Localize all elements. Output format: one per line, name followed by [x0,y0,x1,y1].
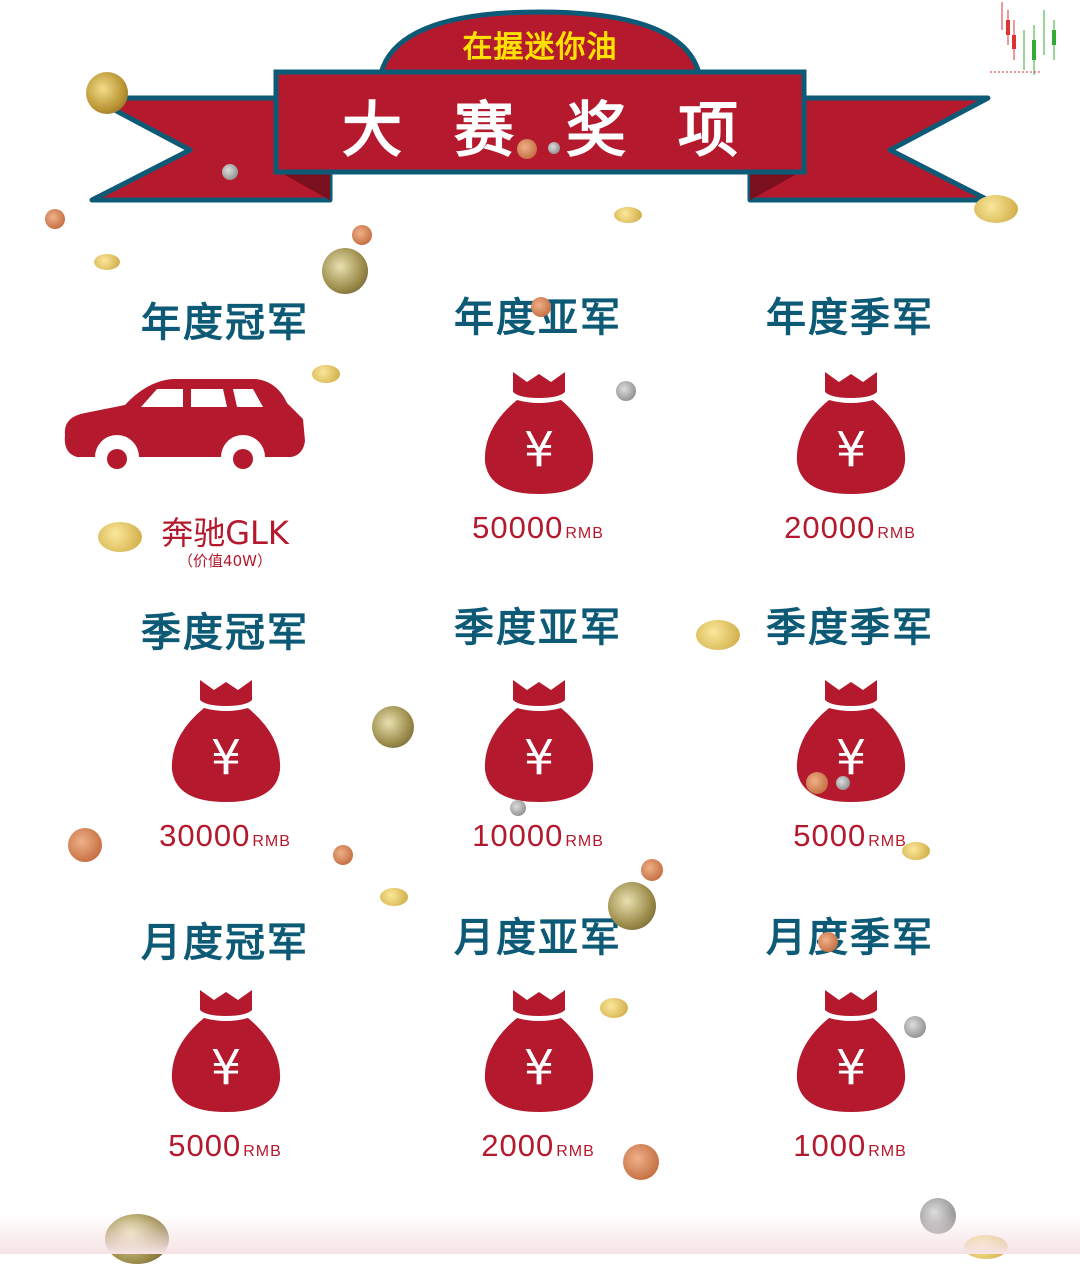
prize-title: 季度冠军 [141,610,309,656]
amount-value: 5000 [168,1128,242,1163]
coin-decoration [696,620,740,650]
coin-decoration [94,254,120,270]
amount-value: 20000 [784,510,876,545]
coin-decoration [600,998,628,1018]
prize-amount: 20000 RMB [700,510,1000,546]
svg-text:¥: ¥ [524,1040,555,1096]
money-bag-icon: ¥ [484,680,594,802]
amount-unit: RMB [877,525,916,542]
coin-decoration [548,142,560,154]
coin-decoration [352,225,372,245]
prize-title: 年度季军 [766,295,934,341]
amount-value: 10000 [472,818,564,853]
coin-decoration [836,776,850,790]
car-icon [64,379,305,473]
svg-text:¥: ¥ [524,730,555,786]
prize-quarter-second: 季度亚军 ¥ 10000 RMB [388,595,688,895]
coin-decoration [98,522,142,552]
coin-decoration [974,195,1018,223]
prize-title: 月度亚军 [454,915,622,961]
money-bag-icon: ¥ [171,680,281,802]
coin-decoration [616,381,636,401]
money-bag-icon: ¥ [484,990,594,1112]
prize-title: 季度季军 [766,605,934,651]
car-name: 奔驰GLK [161,514,289,552]
coin-decoration [222,164,238,180]
bottom-fade [0,1214,1080,1254]
money-bag-icon: ¥ [796,990,906,1112]
coin-decoration [322,248,368,294]
prize-annual-second: 年度亚军 ¥ 50000 RMB [388,285,688,585]
coin-decoration [333,845,353,865]
ribbon-graphic [89,9,991,203]
prize-monthly-champion: 月度冠军 ¥ 5000 RMB [75,910,375,1210]
prize-amount: 10000 RMB [388,818,688,854]
svg-text:¥: ¥ [211,730,242,786]
coin-decoration [902,842,930,860]
coin-decoration [372,706,414,748]
svg-text:¥: ¥ [211,1040,242,1096]
coin-decoration [608,882,656,930]
prize-amount: 5000 RMB [700,818,1000,854]
coin-decoration [904,1016,926,1038]
amount-unit: RMB [868,833,907,850]
prize-amount: 5000 RMB [75,1128,375,1164]
prize-annual-champion: 年度冠军 奔驰GLK （价值40W） [64,290,375,590]
prize-annual-third: 年度季军 ¥ 20000 RMB [700,285,1000,585]
coin-decoration [68,828,102,862]
prize-title: 月度冠军 [141,920,309,966]
amount-unit: RMB [556,1143,595,1160]
prize-title: 月度季军 [766,915,934,961]
prize-quarter-champion: 季度冠军 ¥ 30000 RMB [75,600,375,900]
coin-decoration [806,772,828,794]
money-bag-icon: ¥ [796,372,906,494]
candlestick-chart-decoration [990,2,1056,75]
svg-text:¥: ¥ [836,1040,867,1096]
prize-monthly-second: 月度亚军 ¥ 2000 RMB [388,905,688,1205]
coin-decoration [623,1144,659,1180]
coin-decoration [531,297,551,317]
coin-decoration [614,207,642,223]
amount-value: 1000 [793,1128,867,1163]
banner-title: 大赛奖项 [342,96,790,166]
coin-decoration [45,209,65,229]
coin-decoration [818,932,838,952]
coin-decoration [86,72,128,114]
prize-amount: 30000 RMB [75,818,375,854]
title-banner: 在握迷你油 大赛奖项 [0,0,1080,230]
coin-decoration [517,139,537,159]
amount-unit: RMB [565,525,604,542]
prize-quarter-third: 季度季军 ¥ 5000 RMB [700,595,1000,895]
amount-value: 2000 [481,1128,555,1163]
coin-decoration [380,888,408,906]
amount-value: 30000 [159,818,251,853]
prize-amount: 50000 RMB [388,510,688,546]
prize-amount: 2000 RMB [388,1128,688,1164]
prize-amount: 1000 RMB [700,1128,1000,1164]
coin-decoration [312,365,340,383]
amount-unit: RMB [243,1143,282,1160]
amount-unit: RMB [868,1143,907,1160]
amount-unit: RMB [252,833,291,850]
prize-title: 季度亚军 [454,605,622,651]
banner-subtitle: 在握迷你油 [462,30,618,65]
svg-text:¥: ¥ [836,422,867,478]
coin-decoration [510,800,526,816]
car-value-note: （价值40W） [178,552,272,570]
prize-title: 年度冠军 [141,300,309,346]
money-bag-icon: ¥ [484,372,594,494]
amount-value: 5000 [793,818,867,853]
money-bag-icon: ¥ [171,990,281,1112]
prize-monthly-third: 月度季军 ¥ 1000 RMB [700,905,1000,1205]
svg-text:¥: ¥ [524,422,555,478]
coin-decoration [641,859,663,881]
amount-unit: RMB [565,833,604,850]
amount-value: 50000 [472,510,564,545]
